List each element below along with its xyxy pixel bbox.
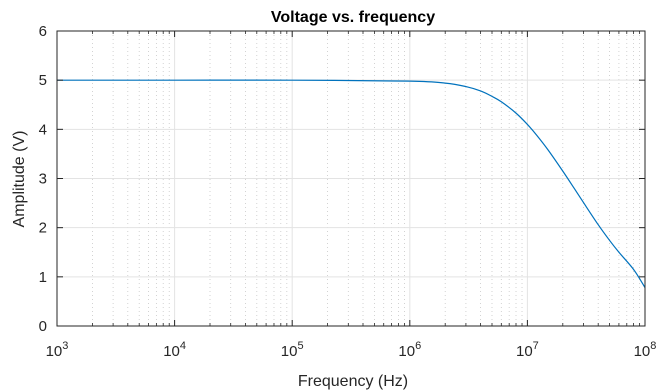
y-tick-label: 5 [39, 72, 47, 89]
y-axis-label: Amplitude (V) [11, 131, 28, 228]
y-tick-label: 1 [39, 269, 47, 286]
tick-marks [56, 30, 646, 327]
x-tick-label: 104 [163, 340, 186, 360]
x-tick-label: 108 [634, 340, 657, 360]
y-tick-label: 4 [39, 121, 47, 138]
y-tick-labels: 0 1 2 3 4 5 6 [39, 23, 47, 335]
x-tick-label: 106 [398, 340, 421, 360]
x-tick-label: 107 [516, 340, 539, 360]
y-tick-label: 2 [39, 220, 47, 237]
series-layer [57, 79, 646, 288]
series-line [57, 79, 646, 288]
x-tick-label: 103 [46, 340, 69, 360]
y-tick-label: 3 [39, 171, 47, 188]
x-axis-label: Frequency (Hz) [298, 373, 408, 390]
y-tick-label: 0 [39, 318, 47, 335]
chart-title: Voltage vs. frequency [271, 9, 435, 26]
x-tick-labels: 103 104 105 106 107 108 [46, 340, 657, 360]
x-tick-label: 105 [281, 340, 304, 360]
y-tick-label: 6 [39, 23, 47, 40]
